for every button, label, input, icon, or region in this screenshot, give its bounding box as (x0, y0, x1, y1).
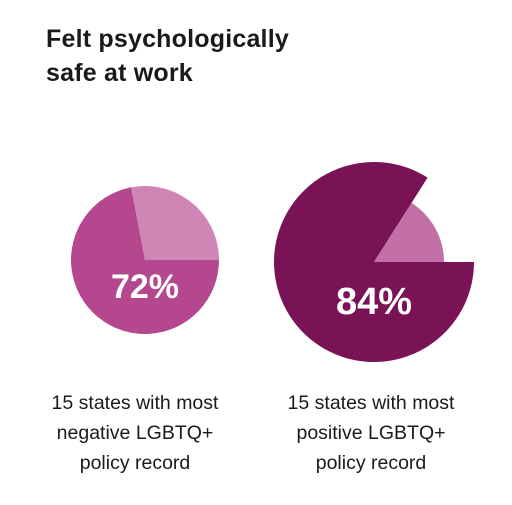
pie-slice-remainder (131, 185, 219, 260)
pie-slice-remainder (374, 202, 444, 262)
caption-positive-states: 15 states with most positive LGBTQ+ poli… (256, 388, 486, 478)
pie-value-label: 84% (336, 281, 412, 323)
caption-line: 15 states with most (51, 392, 219, 414)
pie-chart-positive-states: 84% (274, 162, 474, 363)
pie-slice-safe (71, 187, 220, 334)
chart-title: Felt psychologically safe at work (46, 22, 346, 90)
caption-line: 15 states with most (287, 392, 455, 414)
caption-line: negative LGBTQ+ (56, 422, 214, 444)
title-line-2: safe at work (46, 59, 193, 87)
pie-slice-safe (274, 162, 474, 363)
caption-line: policy record (79, 452, 191, 474)
caption-line: policy record (315, 452, 427, 474)
pie-chart-negative-states: 72% (71, 185, 220, 334)
pie-value-label: 72% (111, 268, 179, 306)
caption-negative-states: 15 states with most negative LGBTQ+ poli… (20, 388, 250, 478)
caption-line: positive LGBTQ+ (296, 422, 446, 444)
title-line-1: Felt psychologically (46, 25, 289, 53)
